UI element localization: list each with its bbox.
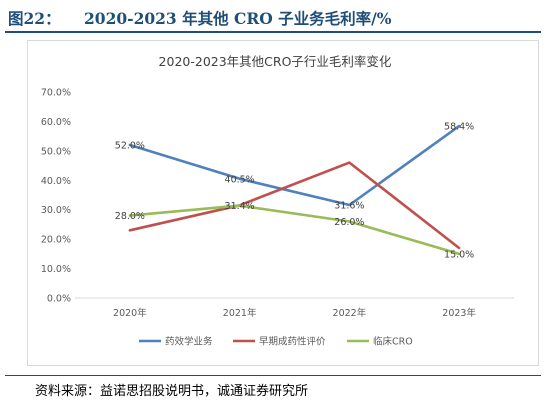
y-axis: 0.0% 10.0% 20.0% 30.0% 40.0% 50.0% 60.0% 70.0% [41,88,71,305]
x-tick-label: 2021年 [223,307,257,319]
x-tick-label: 2022年 [333,307,367,319]
figure-number: 图22： [8,9,61,28]
chart-frame [27,40,539,366]
y-tick-label: 50.0% [41,146,71,157]
source-note: 资料来源：益诺思招股说明书，诚通证券研究所 [35,384,309,399]
y-tick-label: 60.0% [41,117,71,128]
figure-title-text: 2020-2023 年其他 CRO 子业务毛利率/% [84,9,392,28]
y-tick-label: 30.0% [41,205,71,216]
series-line [128,161,461,250]
y-tick-label: 0.0% [47,294,71,305]
data-label: 31.4% [225,201,255,212]
figure-title: 图22： 2020-2023 年其他 CRO 子业务毛利率/% [8,6,538,30]
legend: 药效学业务 早期成药性评价 临床CRO [139,336,413,348]
data-label: 31.6% [334,201,364,212]
data-labels: 52.0% 40.5% 31.6% 58.4% 28.0% 31.4% 26.0% 15.0% [115,122,474,261]
y-tick-label: 10.0% [41,264,71,275]
y-tick-label: 40.0% [41,176,71,187]
data-label: 28.0% [115,211,145,222]
legend-label: 早期成药性评价 [259,336,326,348]
source-divider [5,375,541,376]
chart-title: 2020-2023年其他CRO子行业毛利率变化 [159,54,392,69]
data-label: 52.0% [115,140,145,151]
title-divider [5,31,541,33]
series-lines [128,124,461,256]
x-tick-label: 2023年 [442,307,476,319]
data-label: 40.5% [225,174,255,185]
series-line [128,204,461,256]
series-line [128,124,461,207]
data-label: 15.0% [444,249,474,260]
data-label: 58.4% [444,122,474,133]
legend-label: 临床CRO [373,336,413,348]
y-tick-label: 20.0% [41,235,71,246]
x-tick-label: 2020年 [113,307,147,319]
y-tick-label: 70.0% [41,88,71,99]
data-label: 26.0% [334,217,364,228]
legend-label: 药效学业务 [165,336,213,348]
x-axis: 2020年 2021年 2022年 2023年 [113,307,476,319]
